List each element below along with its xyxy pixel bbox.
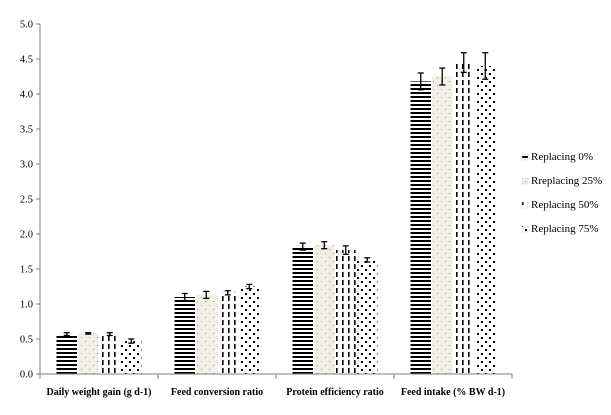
y-tick-label-8: 4.0 [20,90,33,101]
legend-swatch-2 [521,177,529,185]
legend-label-2: Rreplacing 25% [531,175,602,187]
y-tick-label-0: 0.0 [20,370,33,381]
y-tick-label-3: 1.5 [20,265,33,276]
legend-swatch-3 [521,201,529,209]
bar-2-series-1 [174,297,195,374]
y-tick-label-6: 3.0 [20,160,33,171]
bar-4-series-2 [432,76,453,374]
legend-swatch-4 [521,225,529,233]
y-tick-label-1: 0.5 [20,335,33,346]
y-tick-label-4: 2.0 [20,230,33,241]
y-tick-label-2: 1.0 [20,300,33,311]
bar-1-series-2 [78,333,99,374]
bar-2-series-2 [196,294,217,374]
y-tick-label-7: 3.5 [20,125,33,136]
legend-swatch-1 [521,153,529,161]
category-label-2: Feed conversion ratio [171,387,263,398]
bar-2-series-3 [217,292,238,374]
bar-3-series-1 [292,246,313,374]
legend-label-3: Replacing 50% [531,199,599,211]
category-label-4: Feed intake (% BW d-1) [401,387,505,398]
axes-layer: Daily weight gain (g d-1) Feed conversion… [20,20,513,398]
bar-1-series-4 [121,341,142,374]
bar-4-series-4 [475,66,496,374]
bar-3-series-4 [357,259,378,374]
legend: Replacing 0% Rreplacing 25% Replacing 50% R… [521,151,602,235]
category-label-1: Daily weight gain (g d-1) [47,387,152,398]
bar-1-series-1 [56,334,77,374]
y-tick-label-5: 2.5 [20,195,33,206]
bar-2-series-4 [239,286,260,374]
legend-label-4: Replacing 75% [531,223,599,235]
bar-4-series-1 [410,81,431,375]
bar-1-series-3 [99,334,120,374]
category-label-3: Protein efficiency ratio [286,387,384,398]
bar-4-series-3 [453,62,474,374]
bars-layer [56,52,496,375]
y-tick-label-10: 5.0 [20,20,33,31]
bar-3-series-2 [314,245,335,374]
legend-label-1: Replacing 0% [531,151,593,163]
bar-3-series-3 [335,250,356,374]
y-tick-label-9: 4.5 [20,55,33,66]
